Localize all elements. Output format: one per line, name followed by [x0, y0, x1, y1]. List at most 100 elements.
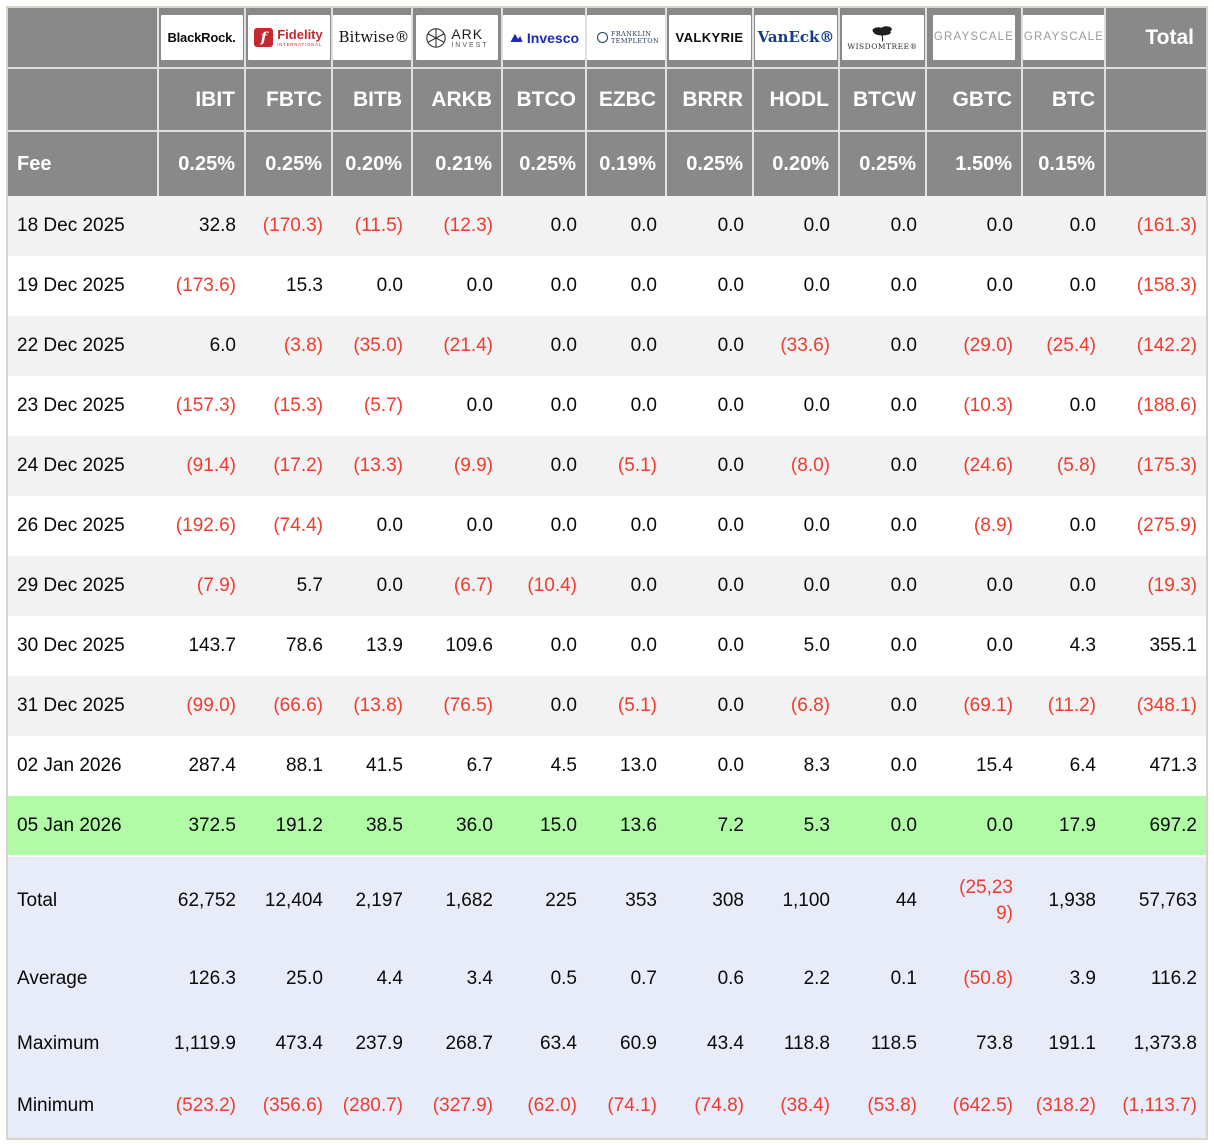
- value-cell: (15.3): [245, 376, 332, 436]
- ticker-cell-brrr: BRRR: [666, 68, 754, 132]
- summary-value-cell: (523.2): [158, 1074, 245, 1138]
- etf-flow-table-container: BlackRock. f Fidelity INTERNATIONAL Bitwise®…: [6, 6, 1208, 1140]
- fidelity-logo: f Fidelity INTERNATIONAL: [254, 28, 323, 48]
- value-cell: 4.3: [1022, 616, 1105, 676]
- summary-value-cell: (642.5): [926, 1074, 1022, 1138]
- fee-cell-btc: 0.15%: [1022, 131, 1106, 196]
- wisdomtree-logo-box: WISDOMTREE®: [841, 15, 924, 60]
- value-cell: 0.0: [332, 556, 412, 616]
- row-total-cell: (175.3): [1105, 436, 1206, 496]
- summary-value-cell: 0.6: [666, 944, 753, 1014]
- value-cell: 0.0: [839, 256, 926, 316]
- value-cell: 8.3: [753, 736, 839, 796]
- ticker-cell-btcw: BTCW: [839, 68, 927, 132]
- invesco-logo: Invesco: [509, 31, 579, 45]
- value-cell: 0.0: [586, 376, 666, 436]
- value-cell: 0.0: [926, 556, 1022, 616]
- grayscale-logo-box: GRAYSCALE: [1023, 15, 1105, 60]
- summary-row-maximum: Maximum 1,119.9 473.4 237.9 268.7 63.4 60.9 43.…: [8, 1014, 1206, 1074]
- value-cell: 0.0: [502, 196, 586, 256]
- table-row: 19 Dec 2025 (173.6) 15.3 0.0 0.0 0.0 0.0 0.0 0.0…: [8, 256, 1206, 316]
- value-cell: 6.4: [1022, 736, 1105, 796]
- summary-value-cell: 353: [586, 855, 666, 944]
- value-cell: 0.0: [666, 496, 753, 556]
- blackrock-logo: BlackRock.: [167, 30, 236, 45]
- value-cell: (35.0): [332, 316, 412, 376]
- value-cell: 0.0: [926, 256, 1022, 316]
- summary-value-cell: 2.2: [753, 944, 839, 1014]
- summary-value-cell: (53.8): [839, 1074, 926, 1138]
- summary-value-cell: 1,100: [753, 855, 839, 944]
- value-cell: 0.0: [412, 256, 502, 316]
- value-cell: 78.6: [245, 616, 332, 676]
- value-cell: 38.5: [332, 796, 412, 856]
- valkyrie-logo-box: VALKYRIE: [668, 15, 751, 60]
- value-cell: 0.0: [502, 436, 586, 496]
- summary-value-cell: 1,119.9: [158, 1014, 245, 1074]
- invesco-mountain-icon: [510, 33, 523, 42]
- fee-cell-hodl: 0.20%: [753, 131, 840, 196]
- date-cell: 18 Dec 2025: [8, 196, 158, 256]
- ticker-header-row: IBIT FBTC BITB ARKB BTCO EZBC BRRR HODL BTCW GBTC…: [8, 68, 1206, 132]
- ark-logo-box: ARK INVEST: [416, 15, 498, 60]
- value-cell: 36.0: [412, 796, 502, 856]
- date-cell: 31 Dec 2025: [8, 676, 158, 736]
- summary-value-cell: 225: [502, 855, 586, 944]
- value-cell: 0.0: [586, 256, 666, 316]
- value-cell: (11.5): [332, 196, 412, 256]
- value-cell: 0.0: [666, 376, 753, 436]
- value-cell: (99.0): [158, 676, 245, 736]
- summary-label-cell: Average: [8, 944, 158, 1014]
- value-cell: (8.0): [753, 436, 839, 496]
- value-cell: 0.0: [1022, 256, 1105, 316]
- row-total-cell: 355.1: [1105, 616, 1206, 676]
- summary-row-total: Total 62,752 12,404 2,197 1,682 225 353 308 1,10…: [8, 855, 1206, 944]
- corner-cell: [8, 8, 159, 69]
- ark-invest-logo: ARK INVEST: [425, 27, 488, 49]
- fee-cell-btcw: 0.25%: [839, 131, 927, 196]
- value-cell: (74.4): [245, 496, 332, 556]
- fee-cell-gbtc: 1.50%: [926, 131, 1023, 196]
- date-cell: 23 Dec 2025: [8, 376, 158, 436]
- summary-value-cell: 118.5: [839, 1014, 926, 1074]
- value-cell: 0.0: [753, 556, 839, 616]
- value-cell: 6.7: [412, 736, 502, 796]
- fidelity-f-icon: f: [254, 28, 274, 47]
- summary-row-average: Average 126.3 25.0 4.4 3.4 0.5 0.7 0.6 2.2 0.1 (50…: [8, 944, 1206, 1014]
- grayscale-logo: GRAYSCALE: [1023, 30, 1105, 43]
- row-total-cell: (19.3): [1105, 556, 1206, 616]
- wisdomtree-logo: WISDOMTREE®: [847, 25, 917, 51]
- table-row: 31 Dec 2025 (99.0) (66.6) (13.8) (76.5) 0.0 (5…: [8, 676, 1206, 736]
- value-cell: 13.9: [332, 616, 412, 676]
- value-cell: 4.5: [502, 736, 586, 796]
- value-cell: 0.0: [926, 796, 1022, 856]
- summary-value-cell: 3.9: [1022, 944, 1105, 1014]
- summary-value-cell: (356.6): [245, 1074, 332, 1138]
- summary-value-cell: 118.8: [753, 1014, 839, 1074]
- ticker-cell-fbtc: FBTC: [245, 68, 333, 132]
- logo-cell-bitb: Bitwise®: [332, 8, 413, 69]
- ticker-cell-ibit: IBIT: [158, 68, 246, 132]
- summary-value-cell: 237.9: [332, 1014, 412, 1074]
- fee-row-label: Fee: [8, 131, 159, 196]
- value-cell: (13.3): [332, 436, 412, 496]
- summary-value-cell: (74.8): [666, 1074, 753, 1138]
- value-cell: 0.0: [412, 496, 502, 556]
- value-cell: (5.1): [586, 436, 666, 496]
- value-cell: (192.6): [158, 496, 245, 556]
- vaneck-logo: VanEck®: [757, 28, 835, 46]
- value-cell: 0.0: [666, 256, 753, 316]
- ticker-row-total-blank: [1105, 68, 1206, 132]
- value-cell: (8.9): [926, 496, 1022, 556]
- logo-cell-brrr: VALKYRIE: [666, 8, 754, 69]
- ticker-cell-btc: BTC: [1022, 68, 1106, 132]
- value-cell: (21.4): [412, 316, 502, 376]
- value-cell: 0.0: [926, 196, 1022, 256]
- value-cell: 0.0: [666, 436, 753, 496]
- table-row: 26 Dec 2025 (192.6) (74.4) 0.0 0.0 0.0 0.0 0.0 0…: [8, 496, 1206, 556]
- value-cell: 15.0: [502, 796, 586, 856]
- fee-cell-btco: 0.25%: [502, 131, 587, 196]
- summary-label-cell: Minimum: [8, 1074, 158, 1138]
- value-cell: 0.0: [666, 616, 753, 676]
- value-cell: (13.8): [332, 676, 412, 736]
